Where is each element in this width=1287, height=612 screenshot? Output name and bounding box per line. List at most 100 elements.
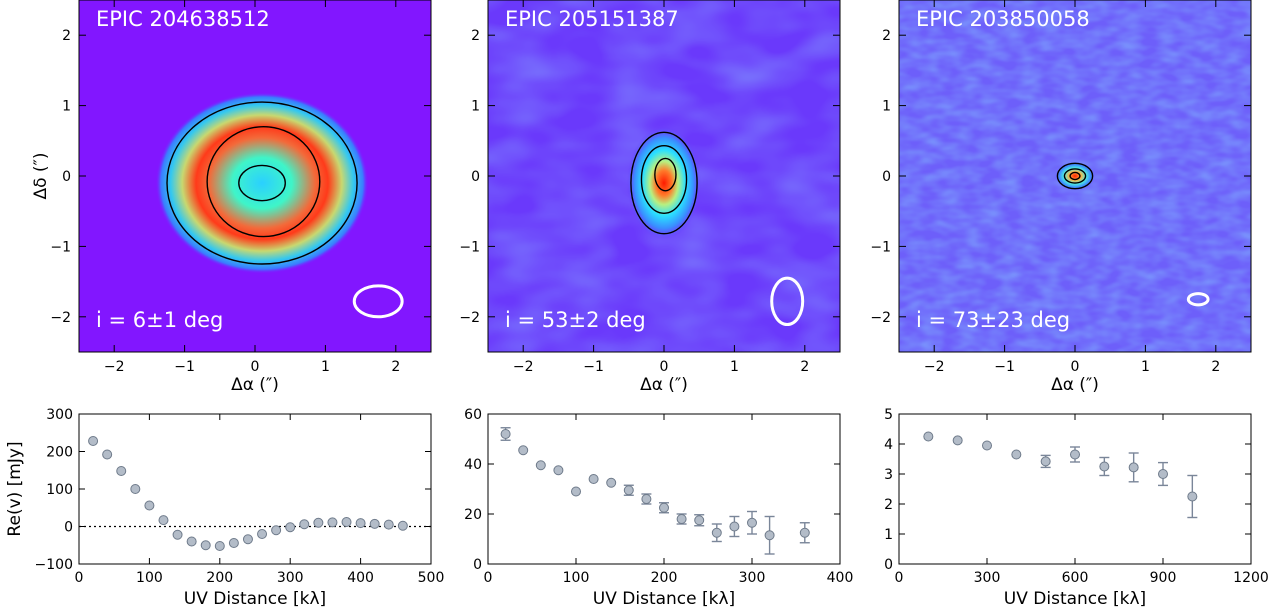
data-point [694, 515, 705, 526]
data-point [102, 449, 113, 460]
data-point [623, 485, 634, 496]
data-point [242, 534, 253, 545]
contour-3 [654, 157, 677, 192]
image-panel-1: EPIC 204638512 i = 6±1 deg −2 −1 0 1 2 −2 −1 0 1 2 Δ… [31, 0, 432, 395]
y-tick-label: 1 [471, 99, 480, 115]
y-axis-label: Re(v) [mJy] [5, 441, 25, 536]
y-tick-label: 60 [464, 407, 482, 423]
y-tick-label: 2 [62, 28, 71, 44]
y-tick-label: 40 [464, 457, 482, 473]
y-tick-label: 5 [884, 407, 893, 423]
y-tick-label: 200 [46, 445, 73, 461]
contour-1 [1056, 162, 1094, 190]
x-tick-label: −1 [174, 359, 195, 375]
y-tick-label: 0 [62, 169, 71, 185]
x-tick-label: 0 [251, 359, 260, 375]
inclination-label: i = 6±1 deg [96, 308, 223, 332]
y-tick-label: 3 [884, 467, 893, 483]
data-point [200, 540, 211, 551]
panel-title: EPIC 204638512 [96, 7, 270, 31]
y-tick-label: 0 [473, 557, 482, 573]
data-point [397, 520, 408, 531]
inclination-label: i = 73±23 deg [916, 308, 1070, 332]
emission-source [155, 92, 369, 274]
data-point [571, 486, 581, 497]
contour-2 [640, 145, 688, 215]
data-point [764, 530, 775, 541]
image-area [488, 0, 840, 352]
data-point [285, 522, 296, 533]
x-tick-label: −2 [104, 359, 125, 375]
x-tick-label: 300 [739, 570, 766, 586]
x-tick-label: −2 [513, 359, 534, 375]
image-area [899, 0, 1251, 352]
data-point [228, 538, 239, 548]
data-point [88, 436, 99, 446]
data-point [1158, 469, 1168, 479]
x-axis-label: Δα (″) [640, 375, 688, 395]
contour-1 [630, 131, 698, 235]
x-tick-label: 1 [321, 359, 330, 375]
data-point [747, 517, 757, 528]
emission-source [626, 126, 702, 240]
x-tick-label: 2 [391, 359, 400, 375]
data-point [116, 466, 127, 476]
emission-source [1055, 161, 1095, 191]
data-point [952, 435, 963, 446]
data-point [711, 527, 722, 538]
y-tick-label: 1 [62, 99, 71, 115]
x-tick-label: −1 [994, 359, 1015, 375]
y-tick-label: 0 [882, 169, 891, 185]
y-tick-label: −100 [35, 557, 73, 573]
data-point [923, 431, 934, 442]
data-point [1187, 491, 1198, 502]
inclination-label: i = 53±2 deg [505, 308, 646, 332]
data-point [214, 541, 225, 551]
y-tick-label: −1 [50, 239, 71, 255]
data-point [588, 474, 599, 484]
y-tick-label: −2 [459, 310, 480, 326]
y-tick-label: 20 [464, 507, 482, 523]
contour-2 [1063, 168, 1087, 184]
y-axis-label: Δδ (″) [31, 152, 51, 199]
beam-ellipse [770, 276, 805, 327]
data-point [172, 529, 183, 540]
y-tick-label: 4 [884, 437, 893, 453]
data-point [383, 519, 394, 530]
x-tick-label: 100 [136, 570, 163, 586]
panel-title: EPIC 203850058 [916, 7, 1090, 31]
y-tick-label: −2 [870, 310, 891, 326]
visibility-panel-2: 0 100 200 300 400 0 20 40 60 UV Distance [kλ] [464, 407, 853, 609]
x-tick-label: 0 [1071, 359, 1080, 375]
y-tick-label: 2 [471, 28, 480, 44]
image-panel-3: EPIC 203850058 i = 73±23 deg −2 −1 0 1 2 −2 −1 0 1… [870, 0, 1252, 395]
axes-frame [487, 413, 841, 565]
data-point [1070, 449, 1080, 460]
x-tick-label: 300 [974, 570, 1001, 586]
x-tick-label: −2 [924, 359, 945, 375]
data-point [130, 484, 141, 494]
data-point [257, 529, 268, 539]
data-point [982, 440, 992, 451]
data-point [606, 477, 617, 488]
panel-title: EPIC 205151387 [505, 7, 679, 31]
y-tick-label: 2 [884, 497, 893, 513]
x-tick-label: 200 [651, 570, 678, 586]
data-point [799, 527, 810, 538]
x-tick-label: 1 [730, 359, 739, 375]
data-point [144, 500, 155, 511]
data-point [299, 519, 310, 530]
axes-frame [898, 413, 1252, 565]
data-point [535, 460, 546, 471]
data-point [369, 518, 380, 529]
y-tick-label: 1 [884, 527, 893, 543]
y-tick-label: 0 [471, 169, 480, 185]
data-point [518, 445, 529, 456]
image-area [79, 0, 431, 352]
x-tick-label: 200 [206, 570, 233, 586]
x-tick-label: 600 [1062, 570, 1089, 586]
x-tick-label: 2 [800, 359, 809, 375]
x-tick-label: 0 [660, 359, 669, 375]
data-point [659, 502, 669, 513]
